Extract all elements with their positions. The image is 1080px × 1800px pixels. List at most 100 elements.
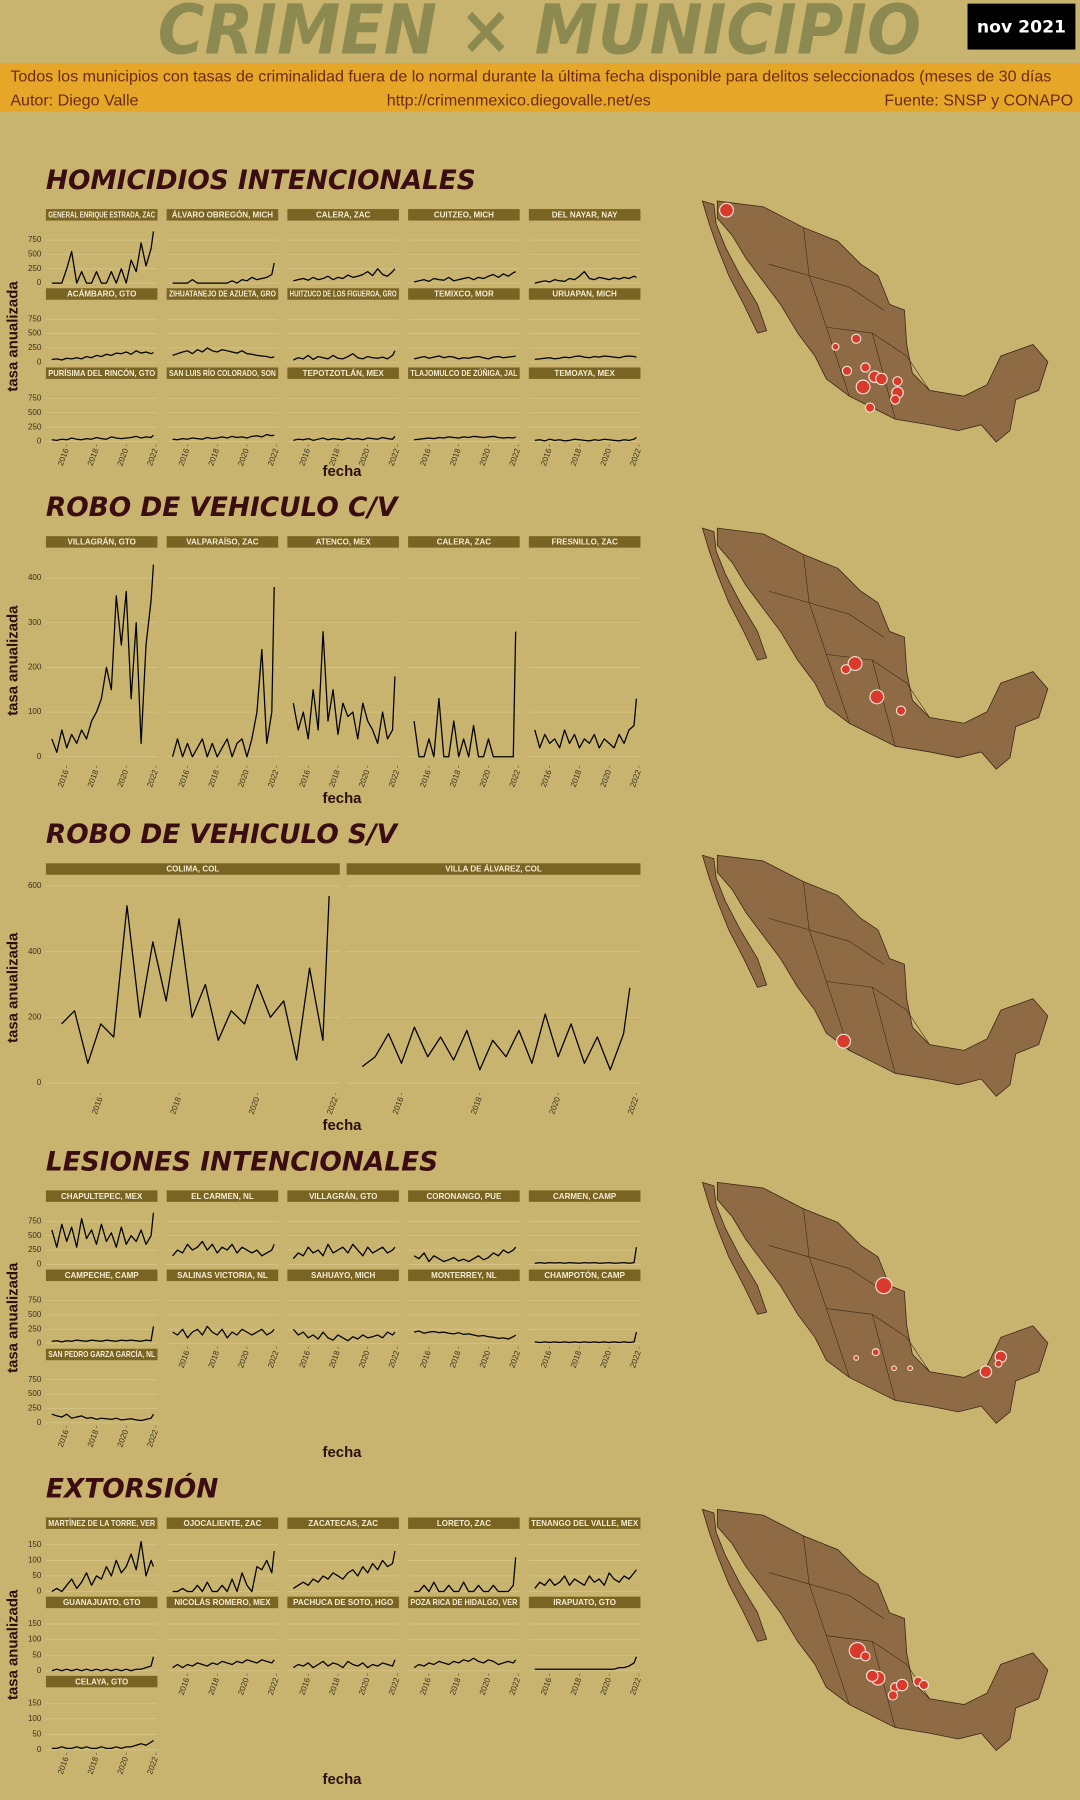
y-tick-label: 0 bbox=[37, 1078, 42, 1087]
panel-title: CHAPULTEPEC, MEX bbox=[61, 1192, 143, 1201]
y-tick-label: 100 bbox=[28, 1635, 42, 1644]
strip bbox=[45, 863, 340, 875]
y-tick-label: 250 bbox=[28, 1245, 42, 1254]
strip bbox=[408, 1596, 520, 1609]
y-tick-label: 200 bbox=[28, 1012, 42, 1021]
series-line bbox=[51, 434, 154, 441]
x-axis-label: fecha bbox=[323, 1771, 363, 1788]
y-tick-label: 500 bbox=[28, 1310, 42, 1319]
y-tick-label: 150 bbox=[28, 1619, 42, 1628]
panel-title: GENERAL ENRIQUE ESTRADA, ZAC bbox=[48, 211, 155, 220]
series-line bbox=[413, 435, 516, 441]
strip bbox=[408, 1517, 520, 1529]
strip bbox=[287, 1269, 399, 1282]
strip bbox=[45, 1675, 158, 1688]
map bbox=[701, 200, 1049, 443]
url: http://crimenmexico.diegovalle.net/es bbox=[387, 91, 651, 109]
y-tick-label: 150 bbox=[28, 1540, 42, 1549]
x-axis-label: fecha bbox=[323, 463, 363, 480]
panel-title: VALPARAÍSO, ZAC bbox=[186, 538, 258, 547]
strip bbox=[287, 288, 399, 300]
strip bbox=[408, 288, 520, 300]
y-axis-label: tasa anualizada bbox=[5, 1589, 22, 1700]
y-axis-label: tasa anualizada bbox=[5, 605, 22, 716]
strip bbox=[528, 1596, 641, 1609]
panel-title: HUITZUCO DE LOS FIGUEROA, GRO bbox=[290, 290, 397, 299]
strip bbox=[45, 1596, 158, 1609]
strip bbox=[166, 367, 279, 379]
panel-title: ACÁMBARO, GTO bbox=[67, 290, 136, 299]
panel-title: ÁLVARO OBREGÓN, MICH bbox=[172, 211, 273, 220]
panel-title: CELAYA, GTO bbox=[75, 1677, 128, 1686]
strip bbox=[45, 288, 158, 300]
series-line bbox=[292, 1659, 396, 1669]
map bbox=[701, 527, 1049, 770]
y-tick-label: 0 bbox=[37, 1418, 42, 1427]
source: Fuente: SNSP y CONAPO bbox=[884, 91, 1073, 109]
series-line bbox=[293, 435, 396, 441]
y-tick-label: 500 bbox=[28, 1389, 42, 1398]
panel-title: MONTERREY, NL bbox=[431, 1271, 497, 1280]
y-tick-label: 100 bbox=[28, 1555, 42, 1564]
panel-title: FRESNILLO, ZAC bbox=[551, 538, 618, 547]
strip bbox=[45, 209, 158, 221]
y-tick-label: 200 bbox=[28, 663, 42, 672]
y-axis-label: tasa anualizada bbox=[5, 932, 22, 1043]
page-title: CRIMEN × MUNICIPIO bbox=[158, 0, 921, 71]
y-tick-label: 50 bbox=[32, 1729, 41, 1738]
series-line bbox=[51, 1212, 155, 1248]
y-tick-label: 0 bbox=[37, 1666, 42, 1675]
y-tick-label: 300 bbox=[28, 618, 42, 627]
series-line bbox=[361, 987, 631, 1071]
series-line bbox=[172, 262, 275, 284]
series-line bbox=[534, 1569, 637, 1589]
strip bbox=[528, 1269, 641, 1282]
strip bbox=[287, 1190, 399, 1202]
strip bbox=[45, 367, 158, 379]
panel-title: CARMEN, CAMP bbox=[553, 1192, 617, 1201]
series-line bbox=[51, 1740, 154, 1750]
panel-title: TEMIXCO, MOR bbox=[434, 290, 494, 299]
series-line bbox=[172, 1240, 275, 1257]
series-line bbox=[292, 1550, 396, 1589]
y-tick-label: 150 bbox=[28, 1698, 42, 1707]
section-title: HOMICIDIOS INTENCIONALES bbox=[46, 166, 476, 196]
strip bbox=[45, 1190, 158, 1202]
strip bbox=[166, 536, 279, 548]
panel-title: ZACATECAS, ZAC bbox=[308, 1519, 378, 1528]
series-line bbox=[292, 1243, 396, 1260]
y-tick-label: 50 bbox=[32, 1650, 41, 1659]
panel-title: SALINAS VICTORIA, NL bbox=[177, 1271, 268, 1280]
y-tick-label: 250 bbox=[28, 1404, 42, 1413]
strip bbox=[528, 209, 641, 221]
series-line bbox=[534, 270, 637, 284]
strip bbox=[528, 288, 641, 300]
info-band bbox=[0, 63, 1080, 112]
series-line bbox=[292, 631, 396, 745]
series-line bbox=[534, 436, 637, 442]
panel-title: EL CARMEN, NL bbox=[191, 1192, 254, 1201]
panel-title: TLAJOMULCO DE ZÚÑIGA, JAL bbox=[410, 369, 517, 378]
strip bbox=[166, 209, 279, 221]
y-tick-label: 0 bbox=[37, 357, 42, 366]
panel-title: TEMOAYA, MEX bbox=[554, 369, 615, 378]
strip bbox=[408, 1190, 520, 1202]
section-title: EXTORSIÓN bbox=[46, 1472, 218, 1504]
map bbox=[701, 1509, 1049, 1751]
panel-title: COLIMA, COL bbox=[166, 865, 219, 874]
x-axis-label: fecha bbox=[323, 1444, 363, 1461]
x-axis-label: fecha bbox=[323, 1117, 363, 1134]
series-line bbox=[61, 895, 330, 1064]
y-tick-label: 50 bbox=[32, 1571, 41, 1580]
panel-title: LORETO, ZAC bbox=[437, 1519, 491, 1528]
strip bbox=[528, 367, 641, 379]
panel-title: DEL NAYAR, NAY bbox=[552, 211, 618, 220]
y-tick-label: 0 bbox=[37, 752, 42, 761]
panel-title: CUITZEO, MICH bbox=[434, 211, 494, 220]
series-line bbox=[172, 1550, 275, 1593]
y-tick-label: 0 bbox=[37, 278, 42, 287]
strip bbox=[528, 1190, 641, 1202]
panel-title: VILLA DE ÁLVAREZ, COL bbox=[445, 865, 542, 874]
